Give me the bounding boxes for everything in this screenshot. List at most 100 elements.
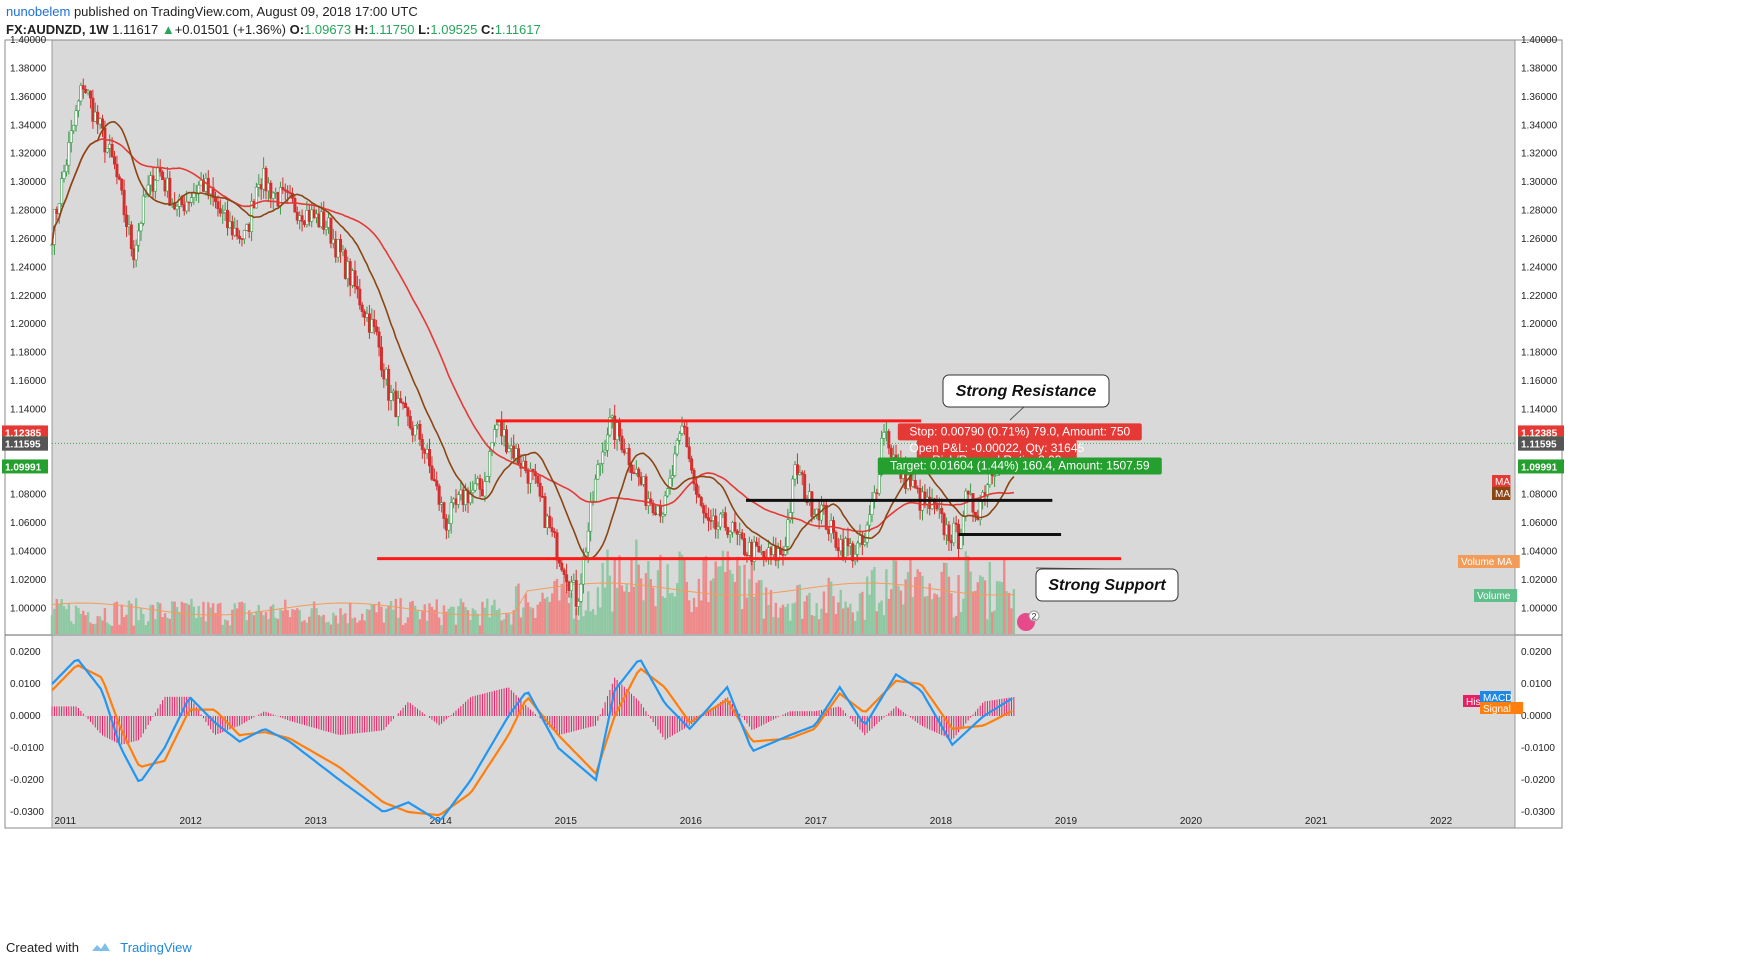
tradingview-logo-icon[interactable] [91, 941, 111, 956]
candle-body [969, 493, 973, 495]
y-tick-right: 1.28000 [1521, 206, 1558, 217]
candle-body [514, 448, 518, 459]
volume-bar [587, 591, 590, 634]
volume-bar [954, 615, 958, 634]
candle-body [221, 212, 225, 214]
candle-body [149, 175, 153, 186]
volume-bar [594, 614, 597, 634]
candle-body [189, 197, 193, 203]
candle-body [437, 485, 441, 505]
volume-bar [565, 592, 568, 634]
candle-body [622, 449, 626, 454]
volume-bar [637, 564, 640, 634]
candle-body [122, 189, 126, 216]
author-link[interactable]: nunobelem [6, 4, 71, 19]
volume-bar [346, 623, 349, 634]
candle-body [836, 547, 840, 552]
candle-body [625, 448, 629, 454]
volume-bar [663, 597, 667, 634]
volume-bar [79, 613, 83, 634]
volume-bar [199, 616, 203, 634]
event-count: 2 [1032, 612, 1037, 622]
volume-bar [94, 623, 97, 634]
candle-body [502, 429, 506, 437]
volume-bar [541, 592, 544, 634]
candle-body [242, 230, 246, 240]
candle-body [346, 261, 350, 279]
volume-bar [327, 621, 330, 634]
candle-body [55, 208, 59, 214]
candle-body [247, 224, 251, 232]
candle-body [163, 179, 167, 192]
volume-bar [904, 579, 907, 634]
volume-bar [611, 611, 614, 634]
volume-bar [471, 608, 475, 634]
volume-bar [966, 556, 970, 634]
volume-bar [988, 561, 992, 634]
candle-body [240, 238, 244, 240]
volume-bar [202, 601, 205, 634]
volume-bar [495, 610, 499, 634]
candle-body [423, 449, 427, 454]
volume-bar [122, 617, 126, 634]
candle-body [884, 431, 888, 433]
volume-bar [625, 584, 628, 634]
candle-body [384, 368, 388, 380]
volume-bar [1003, 557, 1006, 634]
volume-bar [851, 612, 854, 634]
volume-bar [572, 618, 576, 634]
candle-body [269, 182, 273, 199]
x-tick: 2017 [805, 816, 828, 827]
candle-body [57, 203, 61, 214]
volume-bar [185, 603, 188, 634]
o-value: 1.09673 [304, 22, 352, 37]
volume-bar [231, 609, 234, 634]
volume-bar [548, 601, 551, 634]
candle-body [254, 186, 258, 209]
candle-body [399, 398, 403, 404]
volume-bar [827, 577, 830, 634]
volume-bar [483, 607, 487, 634]
candle-body [682, 425, 686, 428]
volume-bar [781, 604, 785, 634]
candle-body [379, 346, 383, 371]
candle-body [586, 530, 590, 553]
volume-bar [65, 609, 68, 634]
candle-body [187, 201, 191, 204]
volume-bar [517, 583, 520, 634]
volume-bar [764, 587, 768, 634]
candle-body [91, 97, 95, 122]
volume-bar [437, 617, 441, 634]
candle-body [762, 551, 766, 558]
volume-bar [192, 606, 196, 634]
candle-body [711, 515, 715, 521]
volume-bar [120, 604, 123, 634]
volume-bar [269, 606, 273, 634]
tradingview-link[interactable]: TradingView [120, 940, 192, 955]
candle-body [230, 221, 234, 236]
volume-bar [267, 619, 270, 634]
candle-body [740, 532, 744, 539]
candle-body [856, 542, 860, 555]
volume-bar [606, 549, 609, 634]
volume-bar [312, 601, 316, 634]
candle-body [620, 435, 624, 451]
volume-bar [178, 612, 181, 634]
volume-bar [115, 601, 119, 634]
volume-bar [813, 615, 816, 634]
volume-bar [526, 602, 530, 634]
volume-bar [553, 580, 556, 634]
macd-legend-text: Signal [1483, 704, 1511, 715]
candle-body [509, 445, 513, 449]
volume-bar [519, 617, 523, 634]
candle-body [618, 422, 622, 437]
candle-body [579, 583, 583, 602]
y-tick-left: 1.04000 [10, 547, 47, 558]
volume-bar [733, 581, 737, 634]
x-tick: 2020 [1180, 816, 1203, 827]
volume-bar [613, 558, 616, 634]
candle-body [98, 118, 102, 125]
volume-bar [339, 608, 342, 634]
macd-y-tick-right: -0.0100 [1521, 743, 1555, 754]
